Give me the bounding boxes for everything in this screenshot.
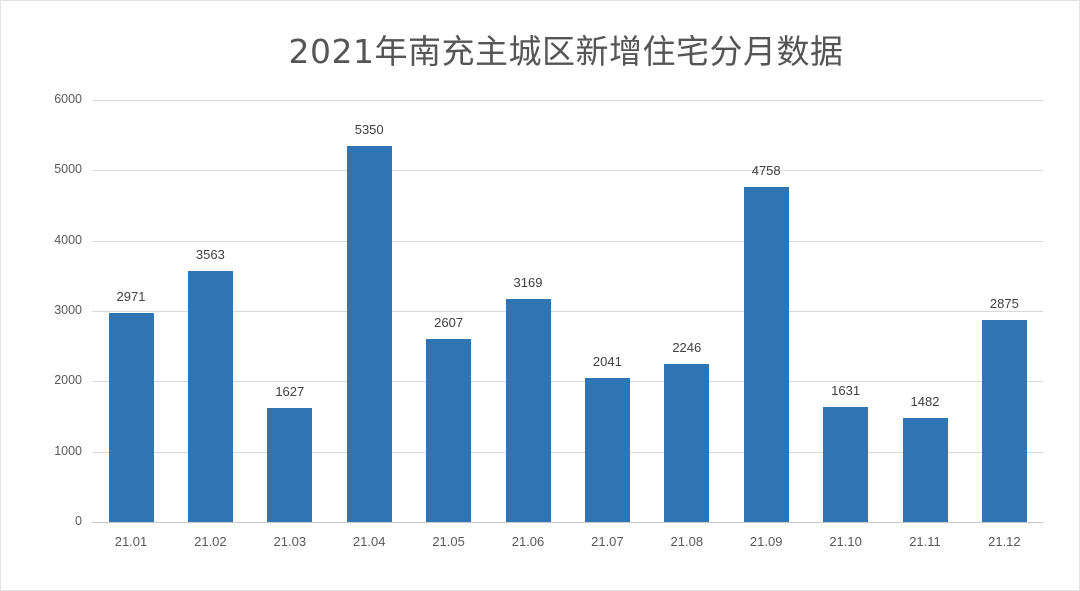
data-label: 2971 xyxy=(116,289,146,305)
gridline xyxy=(92,381,1043,383)
data-label: 1631 xyxy=(831,383,861,399)
y-tick-label: 6000 xyxy=(54,92,82,106)
bar-21.05[interactable] xyxy=(426,338,472,522)
bar-21.11[interactable] xyxy=(902,417,948,522)
gridline xyxy=(92,100,1043,101)
bar-21.01[interactable] xyxy=(108,313,154,522)
chart-title: 2021年南充主城区新增住宅分月数据 xyxy=(288,32,844,71)
bar-21.04[interactable] xyxy=(346,145,392,522)
data-label: 5350 xyxy=(354,121,384,137)
gridline xyxy=(92,240,1043,242)
data-label: 2607 xyxy=(434,314,464,330)
x-tick-label: 21.06 xyxy=(511,534,545,549)
gridline xyxy=(92,170,1043,172)
data-label: 3563 xyxy=(195,247,225,263)
y-tick-label: 4000 xyxy=(54,232,82,247)
data-label: 2041 xyxy=(592,354,622,370)
x-tick-label: 21.01 xyxy=(114,534,148,549)
bar-21.07[interactable] xyxy=(584,378,630,522)
x-tick-label: 21.07 xyxy=(591,534,624,549)
y-tick-label: 2000 xyxy=(54,373,82,388)
bar-21.12[interactable] xyxy=(981,319,1027,522)
y-tick-label: 1000 xyxy=(54,443,82,458)
data-label: 1482 xyxy=(910,393,940,409)
bar-21.03[interactable] xyxy=(267,407,313,522)
x-tick-label: 21.12 xyxy=(988,534,1021,549)
x-tick-label: 21.03 xyxy=(273,534,307,549)
data-label: 3169 xyxy=(513,275,543,291)
data-label: 2246 xyxy=(672,340,702,356)
data-label: 4758 xyxy=(751,163,781,179)
bar-21.09[interactable] xyxy=(743,187,789,522)
x-tick-label: 21.08 xyxy=(670,534,704,549)
x-tick-label: 21.09 xyxy=(749,534,783,549)
x-tick-label: 21.11 xyxy=(909,534,941,549)
x-axis-line xyxy=(92,522,1043,523)
x-tick-label: 21.02 xyxy=(194,534,227,549)
x-tick-label: 21.04 xyxy=(352,534,386,549)
x-tick-label: 21.10 xyxy=(829,534,862,549)
y-tick-label: 0 xyxy=(75,514,82,528)
x-tick-label: 21.05 xyxy=(432,534,465,549)
bar-21.10[interactable] xyxy=(823,407,869,522)
y-tick-label: 5000 xyxy=(54,162,82,177)
gridline xyxy=(92,451,1043,453)
data-label: 2875 xyxy=(989,295,1019,311)
y-tick-label: 3000 xyxy=(54,303,82,317)
bar-21.02[interactable] xyxy=(187,271,233,522)
bar-21.08[interactable] xyxy=(664,364,710,522)
data-label: 1627 xyxy=(275,383,305,399)
plot-area: 2971 3563 1627 5350 2607 3169 2041 2246 4758 1631… xyxy=(92,100,1043,523)
gridline xyxy=(92,311,1043,312)
bar-21.06[interactable] xyxy=(505,299,551,522)
